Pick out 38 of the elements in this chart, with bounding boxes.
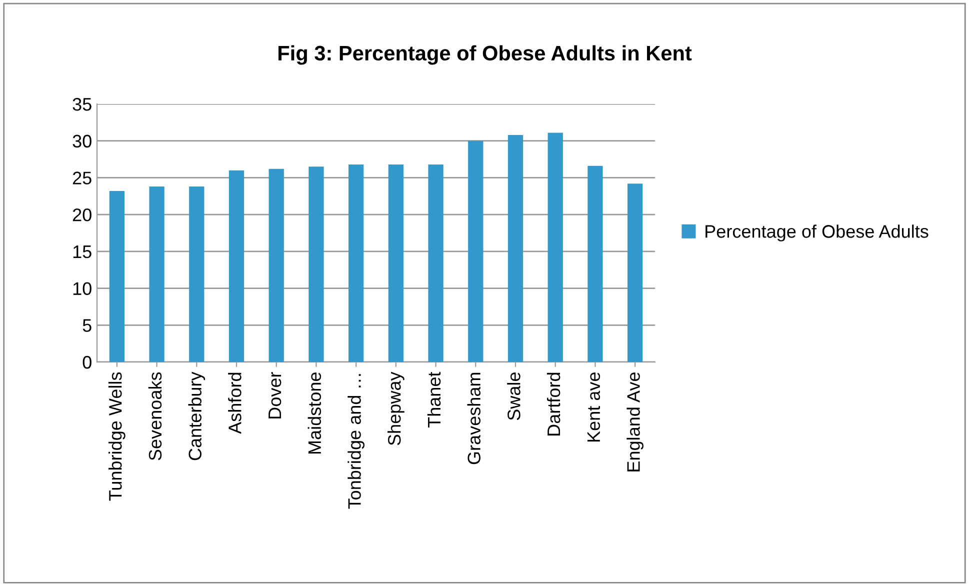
bar xyxy=(628,184,643,362)
x-tick-label: Dartford xyxy=(546,372,560,436)
bar xyxy=(189,186,204,362)
x-tick-label: Shepway xyxy=(388,372,404,446)
x-tick-label: Maidstone xyxy=(308,372,322,454)
chart-title: Fig 3: Percentage of Obese Adults in Kent xyxy=(278,45,692,65)
y-tick-label: 30 xyxy=(72,134,92,148)
legend-label: Percentage of Obese Adults xyxy=(706,224,928,242)
bar xyxy=(308,166,324,362)
bar xyxy=(468,140,484,362)
x-tick-label: England Ave xyxy=(626,372,644,472)
x-tick-label: Kent ave xyxy=(587,372,600,442)
bar xyxy=(428,164,444,362)
bar xyxy=(548,132,563,362)
bar xyxy=(149,186,164,362)
y-tick-label: 15 xyxy=(73,246,92,258)
y-tick-label: 10 xyxy=(73,282,92,296)
x-tick-label: Tonbridge and … xyxy=(348,374,364,509)
x-tick-label: Sevenoaks xyxy=(148,372,162,460)
bar xyxy=(348,164,364,362)
x-tick-label: Gravesham xyxy=(467,372,480,464)
x-tick-label: Ashford xyxy=(228,372,242,434)
x-tick-label: Swale xyxy=(507,372,520,420)
y-tick-label: 0 xyxy=(82,356,92,369)
bar xyxy=(109,190,124,362)
x-tick-label: Canterbury xyxy=(188,372,206,460)
bar xyxy=(268,168,284,362)
bar xyxy=(228,170,244,362)
bar xyxy=(508,134,524,362)
x-tick-label: Dover xyxy=(268,372,282,418)
y-tick-label: 5 xyxy=(82,319,92,332)
x-tick-label: Thanet xyxy=(427,372,441,428)
y-tick-label: 25 xyxy=(72,172,92,184)
bar xyxy=(588,166,603,362)
y-tick-label: 20 xyxy=(72,208,92,222)
x-tick-label: Tunbridge Wells xyxy=(108,372,126,501)
y-tick-label: 35 xyxy=(72,98,92,111)
bar xyxy=(388,164,404,362)
